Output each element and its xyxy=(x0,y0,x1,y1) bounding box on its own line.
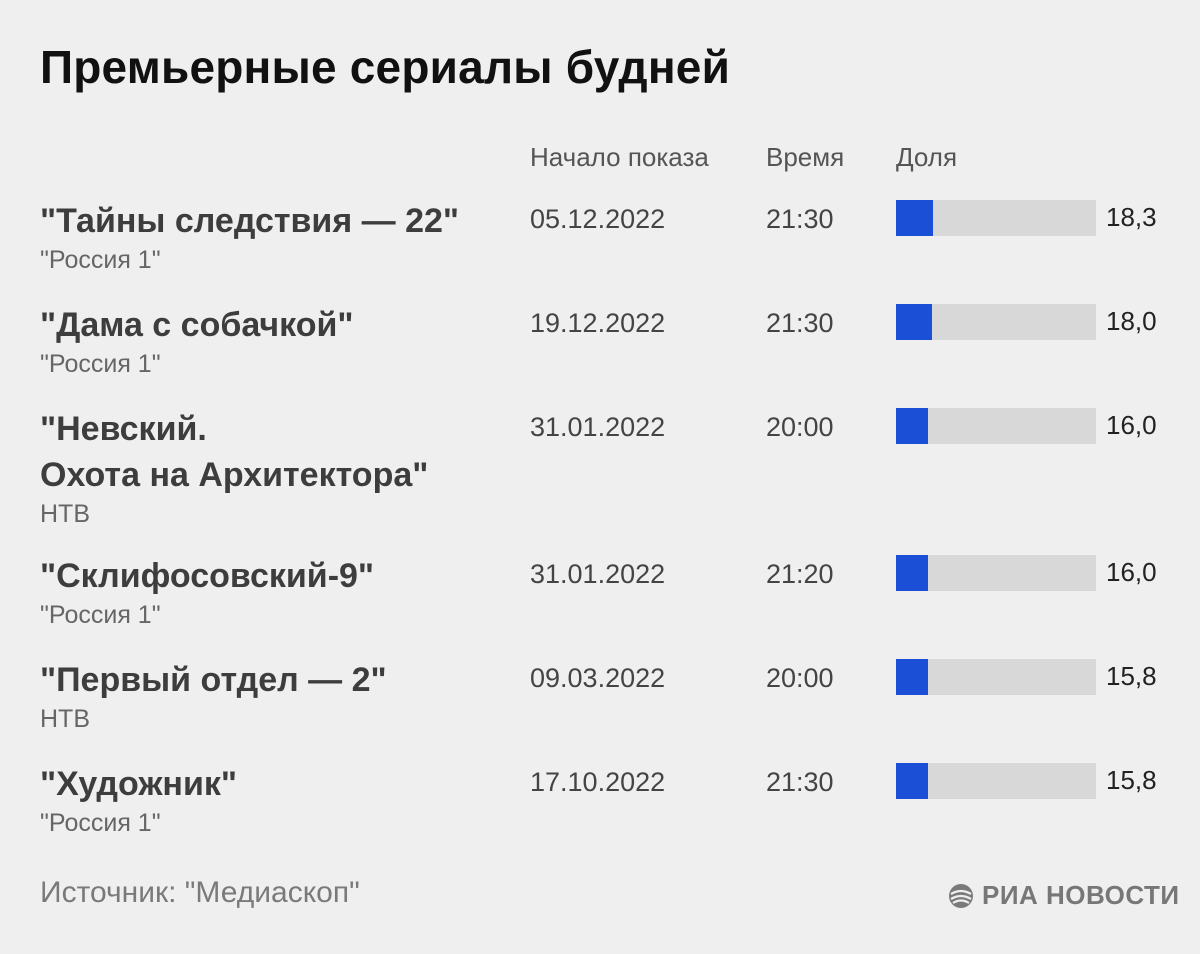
series-channel: НТВ xyxy=(40,500,90,528)
series-title: "Дама с собачкой" xyxy=(40,306,354,344)
series-channel: "Россия 1" xyxy=(40,350,161,378)
share-bar xyxy=(896,659,928,695)
share-value: 16,0 xyxy=(1106,557,1157,587)
share-value: 15,8 xyxy=(1106,661,1157,691)
column-header-time: Время xyxy=(766,142,845,172)
series-title: "Тайны следствия — 22" xyxy=(40,202,460,240)
start-date: 17.10.2022 xyxy=(530,767,666,797)
logo-text: РИА НОВОСТИ xyxy=(982,880,1180,910)
air-time: 21:30 xyxy=(766,308,834,338)
share-bar-track xyxy=(896,763,1096,799)
share-bar-track xyxy=(896,555,1096,591)
series-channel: "Россия 1" xyxy=(40,809,161,837)
share-bar xyxy=(896,200,933,236)
share-bar xyxy=(896,555,928,591)
share-value: 18,3 xyxy=(1106,202,1157,232)
share-bar-track xyxy=(896,200,1096,236)
share-bar xyxy=(896,763,928,799)
column-header-start: Начало показа xyxy=(530,142,709,172)
air-time: 21:20 xyxy=(766,559,834,589)
share-bar xyxy=(896,304,932,340)
page-title: Премьерные сериалы будней xyxy=(40,41,731,93)
share-value: 15,8 xyxy=(1106,765,1157,795)
air-time: 20:00 xyxy=(766,412,834,442)
series-title: "Первый отдел — 2" xyxy=(40,661,387,699)
start-date: 31.01.2022 xyxy=(530,412,666,442)
series-title: "Склифосовский-9" xyxy=(40,557,375,595)
air-time: 21:30 xyxy=(766,204,834,234)
start-date: 31.01.2022 xyxy=(530,559,666,589)
share-value: 18,0 xyxy=(1106,306,1157,336)
share-bar-track xyxy=(896,408,1096,444)
start-date: 09.03.2022 xyxy=(530,663,666,693)
share-bar xyxy=(896,408,928,444)
air-time: 21:30 xyxy=(766,767,834,797)
share-bar-track xyxy=(896,304,1096,340)
ria-novosti-logo-icon xyxy=(949,883,973,908)
series-channel: НТВ xyxy=(40,705,90,733)
source-note: Источник: "Медиаскоп" xyxy=(40,876,360,909)
ria-novosti-logo: РИА НОВОСТИ xyxy=(948,880,1180,911)
series-channel: "Россия 1" xyxy=(40,246,161,274)
column-header-share: Доля xyxy=(896,142,958,172)
start-date: 05.12.2022 xyxy=(530,204,666,234)
start-date: 19.12.2022 xyxy=(530,308,666,338)
air-time: 20:00 xyxy=(766,663,834,693)
share-bar-track xyxy=(896,659,1096,695)
series-channel: "Россия 1" xyxy=(40,601,161,629)
series-title: "Невский. Охота на Архитектора" xyxy=(40,410,429,494)
share-value: 16,0 xyxy=(1106,410,1157,440)
series-title: "Художник" xyxy=(40,765,237,803)
